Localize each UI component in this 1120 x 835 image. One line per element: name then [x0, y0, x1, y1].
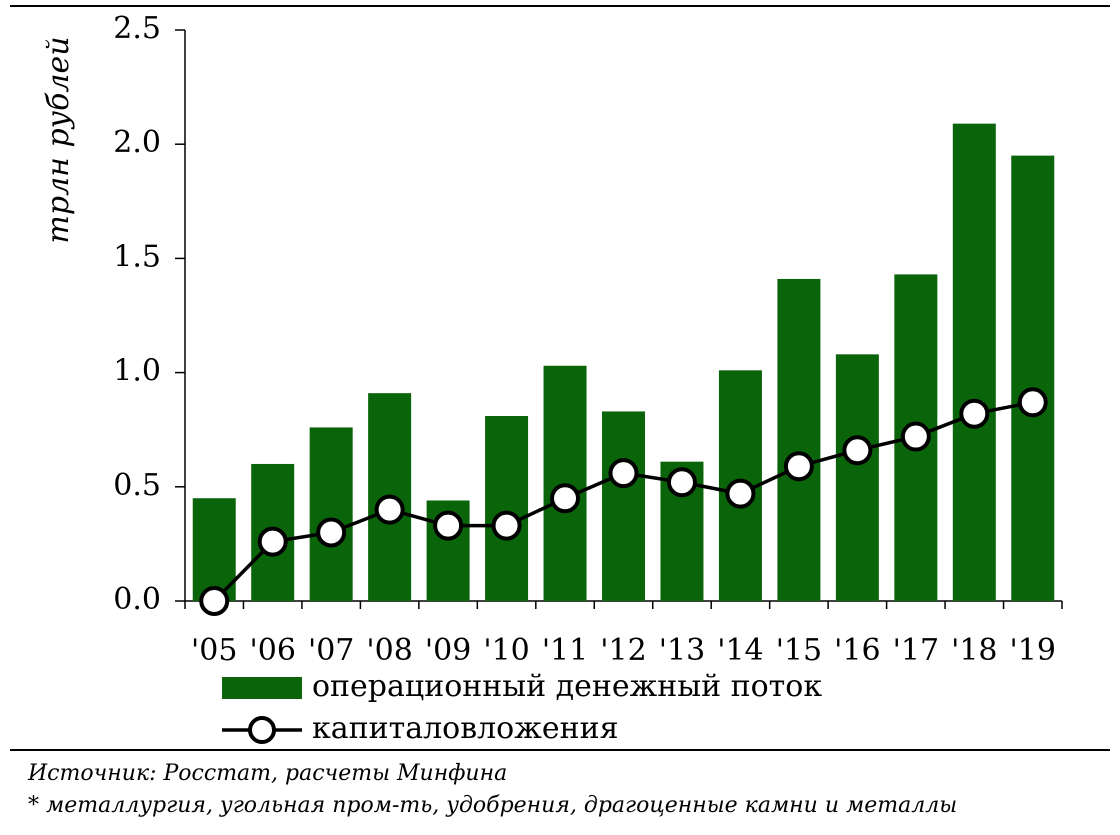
line-marker	[257, 526, 288, 557]
line-marker	[374, 494, 405, 525]
legend-label: капиталовложения	[312, 711, 619, 746]
line-marker	[550, 483, 581, 514]
y-tick-label: 1.0	[113, 354, 161, 389]
line-marker	[783, 451, 814, 482]
legend-swatch	[222, 677, 302, 699]
bar	[309, 427, 353, 601]
line-marker	[491, 510, 522, 541]
y-tick-label: 0.5	[113, 468, 161, 503]
line-marker	[666, 467, 697, 498]
x-tick-label: '07	[308, 633, 354, 668]
x-tick-label: '09	[425, 633, 471, 668]
line-marker	[316, 517, 347, 548]
x-tick-label: '17	[893, 633, 939, 668]
y-tick-label: 1.5	[113, 239, 161, 274]
x-tick-label: '11	[542, 633, 588, 668]
x-tick-label: '12	[600, 633, 646, 668]
x-tick-label: '10	[483, 633, 529, 668]
line-marker	[959, 398, 990, 429]
x-tick-label: '19	[1010, 633, 1056, 668]
x-tick-label: '18	[951, 633, 997, 668]
y-tick-label: 2.5	[113, 11, 161, 46]
y-tick-label: 0.0	[113, 582, 161, 617]
y-axis-label: трлн рублей	[41, 36, 76, 243]
line-marker	[608, 458, 639, 489]
legend-swatch	[248, 716, 276, 744]
bar	[952, 123, 996, 602]
x-tick-label: '08	[366, 633, 412, 668]
note: * металлургия, угольная пром-ть, удобрен…	[28, 793, 957, 818]
line-marker	[433, 510, 464, 541]
bar	[602, 411, 645, 601]
bar	[777, 278, 821, 601]
bar	[835, 354, 879, 601]
x-tick-label: '13	[659, 633, 705, 668]
line-marker	[725, 478, 756, 509]
line-marker	[842, 435, 873, 466]
x-tick-label: '14	[717, 633, 763, 668]
bar	[1011, 155, 1055, 601]
line-marker	[900, 421, 931, 452]
bar	[192, 498, 236, 601]
line-marker	[1017, 387, 1048, 418]
x-tick-label: '05	[191, 633, 237, 668]
note: Источник: Росстат, расчеты Минфина	[27, 761, 507, 786]
legend-label: операционный денежный поток	[312, 669, 822, 704]
bar	[485, 415, 529, 601]
line-marker	[199, 586, 230, 616]
y-tick-label: 2.0	[113, 125, 161, 160]
x-tick-label: '06	[249, 633, 295, 668]
x-tick-label: '16	[834, 633, 880, 668]
x-tick-label: '15	[776, 633, 822, 668]
